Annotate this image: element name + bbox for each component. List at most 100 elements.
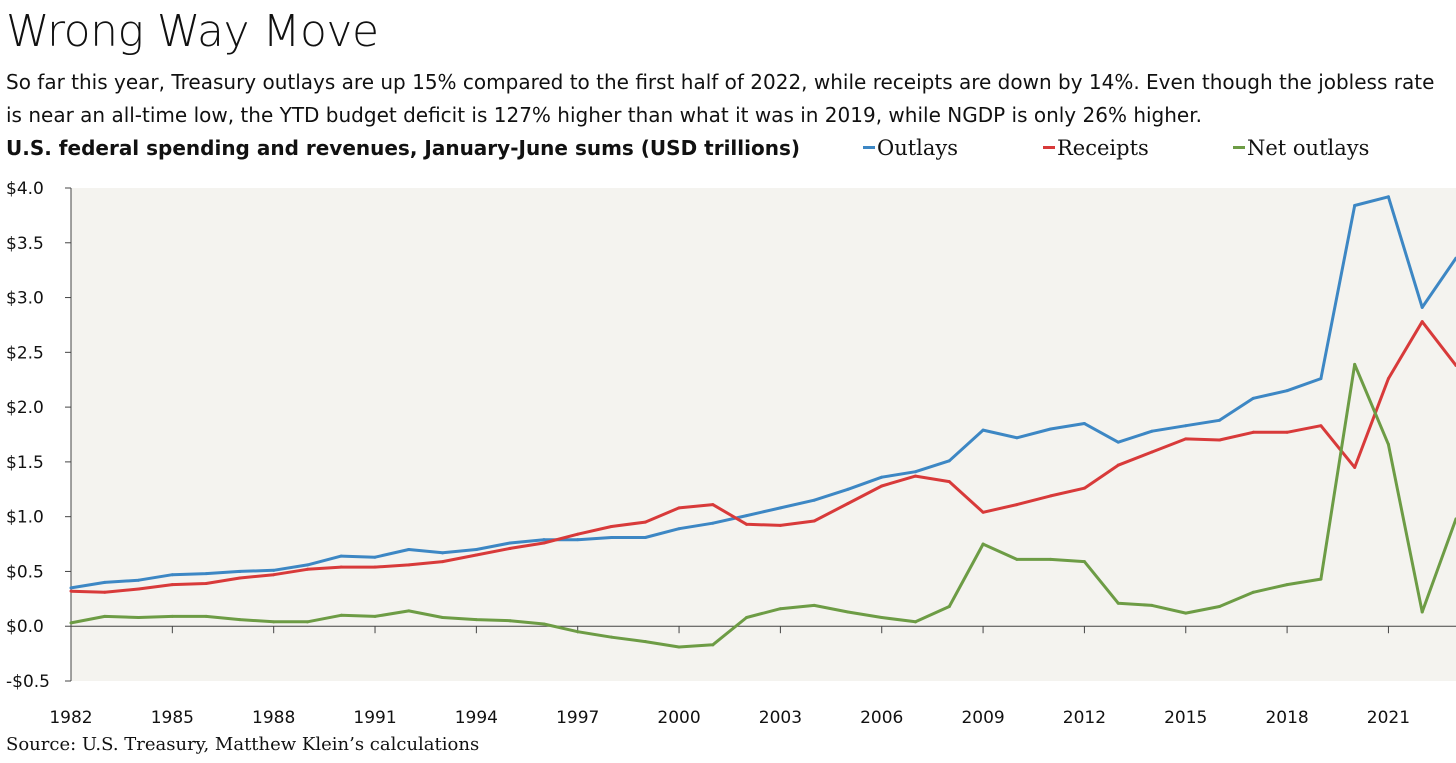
data-point-outlays	[69, 586, 73, 590]
data-point-receipts	[947, 480, 951, 484]
data-point-net-outlays	[880, 615, 884, 619]
data-point-net-outlays	[441, 615, 445, 619]
y-tick-label: $1.0	[6, 508, 44, 528]
x-tick-label: 1988	[252, 708, 295, 728]
data-point-outlays	[305, 563, 309, 567]
data-point-receipts	[745, 522, 749, 526]
data-point-receipts	[1285, 430, 1289, 434]
data-point-outlays	[1049, 427, 1053, 431]
y-axis: -$0.5 $0.0 $0.5 $1.0 $1.5 $2.0 $2.5 $3.0 $3.5 $4.…	[6, 179, 72, 692]
data-point-outlays	[880, 475, 884, 479]
data-point-outlays	[1319, 377, 1323, 381]
data-point-net-outlays	[711, 643, 715, 647]
data-point-outlays	[373, 555, 377, 559]
legend-swatch-net-outlays	[1233, 146, 1245, 149]
x-tick-label: 2009	[961, 708, 1004, 728]
data-point-outlays	[170, 573, 174, 577]
data-point-net-outlays	[204, 614, 208, 618]
data-point-receipts	[609, 525, 613, 529]
data-point-receipts	[508, 546, 512, 550]
data-point-receipts	[407, 563, 411, 567]
chart-title: U.S. federal spending and revenues, Janu…	[6, 136, 801, 160]
data-point-outlays	[1184, 424, 1188, 428]
data-point-net-outlays	[846, 610, 850, 614]
x-tick-label: 2003	[759, 708, 802, 728]
data-point-outlays	[846, 487, 850, 491]
data-point-receipts	[542, 541, 546, 545]
x-tick-label: 2015	[1164, 708, 1207, 728]
data-point-outlays	[1082, 422, 1086, 426]
data-point-outlays	[947, 459, 951, 463]
data-point-outlays	[238, 569, 242, 573]
data-point-receipts	[339, 565, 343, 569]
data-point-receipts	[474, 553, 478, 557]
data-point-receipts	[711, 503, 715, 507]
data-point-net-outlays	[542, 622, 546, 626]
data-point-net-outlays	[1319, 577, 1323, 581]
data-point-outlays	[778, 506, 782, 510]
data-point-net-outlays	[137, 615, 141, 619]
data-point-net-outlays	[778, 607, 782, 611]
data-point-net-outlays	[1082, 560, 1086, 564]
data-point-net-outlays	[576, 630, 580, 634]
legend-swatch-receipts	[1043, 146, 1055, 149]
data-point-outlays	[914, 470, 918, 474]
data-point-net-outlays	[609, 635, 613, 639]
data-point-net-outlays	[474, 618, 478, 622]
data-point-receipts	[981, 510, 985, 514]
data-point-net-outlays	[238, 618, 242, 622]
data-point-net-outlays	[103, 614, 107, 618]
data-point-receipts	[812, 519, 816, 523]
legend-item-net-outlays: Net outlays	[1233, 136, 1369, 160]
data-point-receipts	[846, 502, 850, 506]
data-point-receipts	[1082, 486, 1086, 490]
data-point-outlays	[1353, 204, 1357, 208]
series-line-receipts	[70, 320, 1456, 594]
y-tick-label: $1.5	[6, 453, 44, 473]
data-point-receipts	[1353, 465, 1357, 469]
series-points-net-outlays	[69, 362, 1456, 649]
data-point-receipts	[778, 523, 782, 527]
data-point-receipts	[1015, 503, 1019, 507]
legend-item-outlays: Outlays	[863, 136, 958, 160]
data-point-receipts	[1150, 450, 1154, 454]
plot-background	[71, 188, 1456, 681]
data-point-net-outlays	[1420, 610, 1424, 614]
data-point-net-outlays	[947, 605, 951, 609]
data-point-receipts	[441, 560, 445, 564]
data-point-receipts	[576, 532, 580, 536]
data-point-outlays	[609, 535, 613, 539]
series-lines	[69, 195, 1456, 649]
data-point-net-outlays	[1184, 611, 1188, 615]
data-point-outlays	[508, 541, 512, 545]
data-point-outlays	[474, 548, 478, 552]
data-point-receipts	[1251, 430, 1255, 434]
data-point-receipts	[170, 583, 174, 587]
data-point-net-outlays	[69, 621, 73, 625]
data-point-outlays	[745, 514, 749, 518]
data-point-outlays	[812, 498, 816, 502]
data-point-outlays	[1218, 418, 1222, 422]
data-point-outlays	[441, 551, 445, 555]
data-point-net-outlays	[339, 613, 343, 617]
data-point-net-outlays	[677, 645, 681, 649]
data-point-receipts	[677, 506, 681, 510]
data-point-net-outlays	[981, 542, 985, 546]
data-point-receipts	[305, 567, 309, 571]
series-line-outlays	[70, 195, 1456, 590]
data-point-net-outlays	[643, 640, 647, 644]
data-point-receipts	[1420, 320, 1424, 324]
x-tick-label: 1985	[151, 708, 194, 728]
data-point-net-outlays	[1015, 557, 1019, 561]
data-point-net-outlays	[1251, 590, 1255, 594]
series-points-outlays	[69, 195, 1456, 590]
data-point-net-outlays	[1150, 603, 1154, 607]
data-point-receipts	[69, 589, 73, 593]
data-point-outlays	[272, 568, 276, 572]
y-tick-label: $2.5	[6, 343, 44, 363]
data-point-outlays	[103, 580, 107, 584]
data-point-outlays	[542, 538, 546, 542]
data-point-net-outlays	[407, 609, 411, 613]
data-point-outlays	[1285, 389, 1289, 393]
